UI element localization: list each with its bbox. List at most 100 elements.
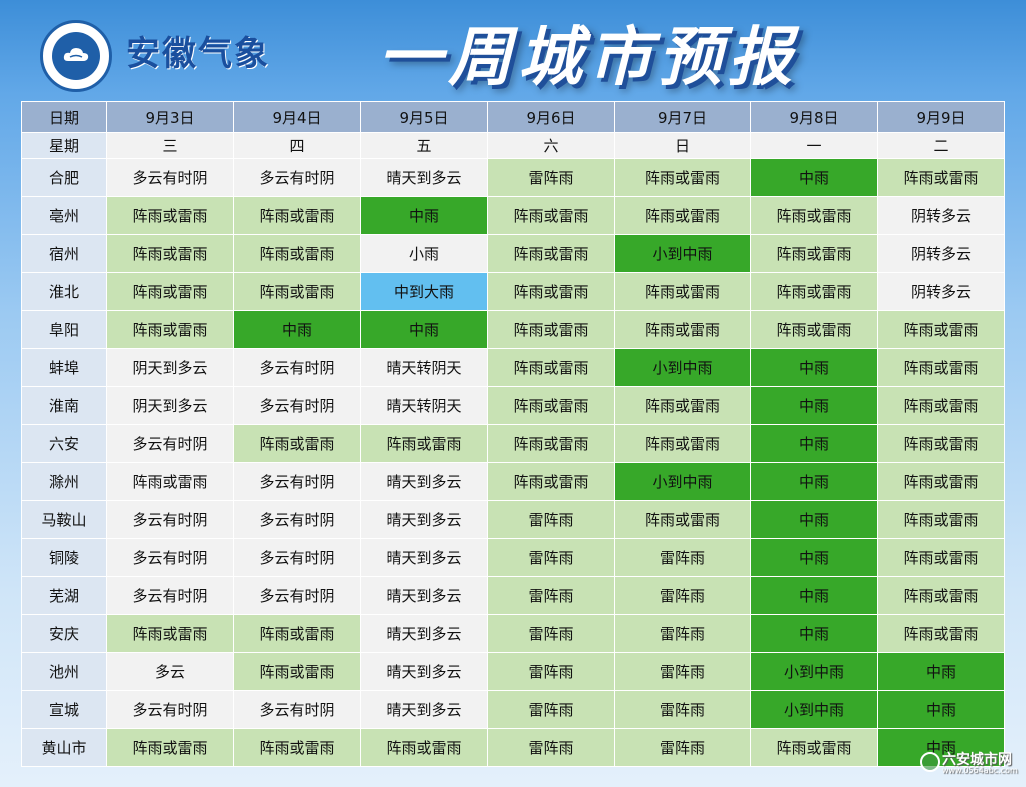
forecast-cell: 阵雨或雷雨 — [487, 386, 615, 425]
forecast-cell: 中雨 — [750, 424, 878, 463]
forecast-cell: 中雨 — [360, 196, 488, 235]
city-name: 阜阳 — [21, 310, 107, 349]
forecast-cell: 阵雨或雷雨 — [233, 272, 361, 311]
forecast-cell: 阵雨或雷雨 — [877, 500, 1005, 539]
forecast-cell: 小到中雨 — [614, 462, 751, 501]
forecast-cell: 阵雨或雷雨 — [877, 386, 1005, 425]
forecast-cell: 阴转多云 — [877, 234, 1005, 273]
weekday-cell: 六 — [487, 132, 615, 159]
city-name: 淮北 — [21, 272, 107, 311]
forecast-cell: 晴天到多云 — [360, 614, 488, 653]
forecast-table: 日期 9月3日 9月4日 9月5日 9月6日 9月7日 9月8日 9月9日 星期… — [21, 101, 1005, 767]
forecast-cell: 阵雨或雷雨 — [233, 614, 361, 653]
date-cell: 9月8日 — [750, 101, 878, 133]
date-cell: 9月3日 — [106, 101, 234, 133]
city-name: 铜陵 — [21, 538, 107, 577]
forecast-cell: 阵雨或雷雨 — [750, 234, 878, 273]
city-row: 六安 多云有时阴 阵雨或雷雨 阵雨或雷雨 阵雨或雷雨 阵雨或雷雨 中雨 阵雨或雷雨 — [21, 424, 1005, 463]
city-name: 蚌埠 — [21, 348, 107, 387]
date-cell: 9月5日 — [360, 101, 488, 133]
forecast-cell: 雷阵雨 — [614, 614, 751, 653]
forecast-cell: 晴天到多云 — [360, 500, 488, 539]
forecast-cell: 多云有时阴 — [233, 690, 361, 729]
forecast-cell: 雷阵雨 — [487, 500, 615, 539]
forecast-cell: 中雨 — [877, 690, 1005, 729]
org-name: 安徽气象 — [126, 34, 270, 74]
forecast-cell: 阵雨或雷雨 — [233, 652, 361, 691]
forecast-cell: 小到中雨 — [614, 234, 751, 273]
cloud-icon — [63, 48, 89, 61]
forecast-cell: 阵雨或雷雨 — [487, 348, 615, 387]
forecast-cell: 多云有时阴 — [106, 424, 234, 463]
cma-logo — [40, 20, 112, 92]
forecast-cell: 多云有时阴 — [233, 538, 361, 577]
forecast-cell: 中雨 — [750, 538, 878, 577]
forecast-cell: 雷阵雨 — [614, 690, 751, 729]
city-row: 合肥 多云有时阴 多云有时阴 晴天到多云 雷阵雨 阵雨或雷雨 中雨 阵雨或雷雨 — [21, 158, 1005, 197]
city-name: 宿州 — [21, 234, 107, 273]
forecast-cell: 多云有时阴 — [106, 690, 234, 729]
city-name: 池州 — [21, 652, 107, 691]
city-row: 亳州 阵雨或雷雨 阵雨或雷雨 中雨 阵雨或雷雨 阵雨或雷雨 阵雨或雷雨 阴转多云 — [21, 196, 1005, 235]
city-row: 铜陵 多云有时阴 多云有时阴 晴天到多云 雷阵雨 雷阵雨 中雨 阵雨或雷雨 — [21, 538, 1005, 577]
date-cell: 9月4日 — [233, 101, 361, 133]
city-row: 蚌埠 阴天到多云 多云有时阴 晴天转阴天 阵雨或雷雨 小到中雨 中雨 阵雨或雷雨 — [21, 348, 1005, 387]
city-row: 马鞍山 多云有时阴 多云有时阴 晴天到多云 雷阵雨 阵雨或雷雨 中雨 阵雨或雷雨 — [21, 500, 1005, 539]
forecast-cell: 阵雨或雷雨 — [614, 500, 751, 539]
forecast-cell: 小到中雨 — [750, 652, 878, 691]
forecast-cell: 阵雨或雷雨 — [106, 196, 234, 235]
forecast-cell: 中雨 — [360, 310, 488, 349]
weekday-row: 星期 三 四 五 六 日 一 二 — [21, 132, 1005, 159]
logo-emblem — [52, 32, 100, 80]
forecast-cell: 阵雨或雷雨 — [487, 462, 615, 501]
watermark-text: 六安城市网 — [942, 752, 1012, 768]
weekday-cell: 五 — [360, 132, 488, 159]
forecast-cell: 雷阵雨 — [487, 652, 615, 691]
page-title: 一周城市预报 — [378, 21, 798, 95]
forecast-cell: 阵雨或雷雨 — [750, 310, 878, 349]
city-name: 黄山市 — [21, 728, 107, 767]
city-row: 淮南 阴天到多云 多云有时阴 晴天转阴天 阵雨或雷雨 阵雨或雷雨 中雨 阵雨或雷雨 — [21, 386, 1005, 425]
weekday-cell: 二 — [877, 132, 1005, 159]
forecast-cell: 中雨 — [750, 462, 878, 501]
city-name: 淮南 — [21, 386, 107, 425]
forecast-cell: 雷阵雨 — [614, 538, 751, 577]
forecast-cell: 多云有时阴 — [233, 386, 361, 425]
weekday-cell: 四 — [233, 132, 361, 159]
forecast-cell: 阵雨或雷雨 — [614, 424, 751, 463]
forecast-cell: 晴天到多云 — [360, 576, 488, 615]
forecast-cell: 阴天到多云 — [106, 386, 234, 425]
city-name: 合肥 — [21, 158, 107, 197]
forecast-cell: 中雨 — [750, 576, 878, 615]
forecast-cell: 阵雨或雷雨 — [233, 728, 361, 767]
date-label: 日期 — [21, 101, 107, 133]
forecast-cell: 阵雨或雷雨 — [487, 196, 615, 235]
forecast-cell: 晴天转阴天 — [360, 348, 488, 387]
forecast-cell: 阵雨或雷雨 — [614, 196, 751, 235]
forecast-cell: 中雨 — [750, 348, 878, 387]
forecast-cell: 多云有时阴 — [233, 158, 361, 197]
city-row: 淮北 阵雨或雷雨 阵雨或雷雨 中到大雨 阵雨或雷雨 阵雨或雷雨 阵雨或雷雨 阴转多云 — [21, 272, 1005, 311]
forecast-cell: 多云有时阴 — [106, 158, 234, 197]
city-name: 芜湖 — [21, 576, 107, 615]
forecast-cell: 多云有时阴 — [233, 500, 361, 539]
city-name: 安庆 — [21, 614, 107, 653]
watermark-url: www.0564abc.com — [942, 766, 1018, 775]
city-name: 亳州 — [21, 196, 107, 235]
forecast-cell: 阵雨或雷雨 — [360, 728, 488, 767]
forecast-cell: 阵雨或雷雨 — [106, 272, 234, 311]
forecast-cell: 阵雨或雷雨 — [233, 424, 361, 463]
forecast-cell: 阵雨或雷雨 — [877, 576, 1005, 615]
forecast-cell: 晴天到多云 — [360, 158, 488, 197]
forecast-cell: 中到大雨 — [360, 272, 488, 311]
forecast-cell: 阵雨或雷雨 — [877, 614, 1005, 653]
forecast-cell: 阵雨或雷雨 — [877, 462, 1005, 501]
city-row: 安庆 阵雨或雷雨 阵雨或雷雨 晴天到多云 雷阵雨 雷阵雨 中雨 阵雨或雷雨 — [21, 614, 1005, 653]
forecast-cell: 多云有时阴 — [233, 462, 361, 501]
city-row: 芜湖 多云有时阴 多云有时阴 晴天到多云 雷阵雨 雷阵雨 中雨 阵雨或雷雨 — [21, 576, 1005, 615]
forecast-cell: 多云 — [106, 652, 234, 691]
forecast-cell: 阵雨或雷雨 — [106, 614, 234, 653]
city-row: 滁州 阵雨或雷雨 多云有时阴 晴天到多云 阵雨或雷雨 小到中雨 中雨 阵雨或雷雨 — [21, 462, 1005, 501]
forecast-cell: 雷阵雨 — [487, 614, 615, 653]
forecast-cell: 阴转多云 — [877, 196, 1005, 235]
